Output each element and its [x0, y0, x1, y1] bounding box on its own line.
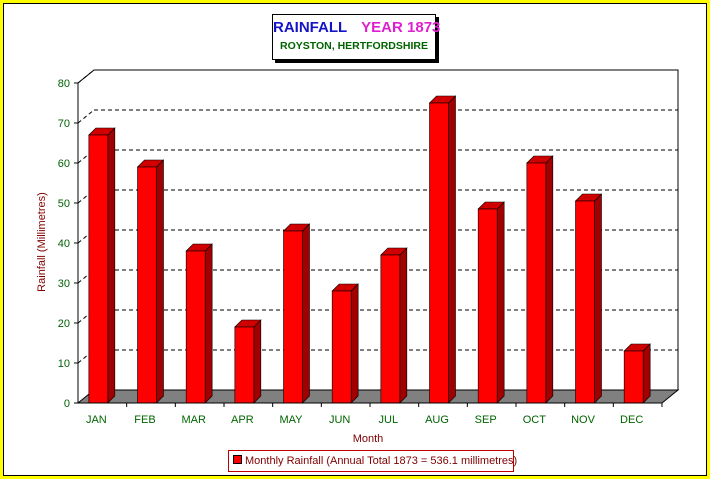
- x-axis-title: Month: [353, 433, 384, 445]
- bar-may: [282, 223, 311, 404]
- axes-layer: 0 10 20 30 40 50 60 70 80 JAN FEB MAR APR MAY JUN JUL AU…: [58, 78, 663, 426]
- bar-mar: [185, 243, 213, 404]
- bar-oct: [526, 155, 554, 404]
- x-tick-label: NOV: [571, 414, 596, 426]
- bar-side: [156, 159, 164, 404]
- y-tick-label: 60: [58, 158, 70, 170]
- x-tick-label: JUL: [379, 414, 399, 426]
- x-tick-label: APR: [231, 414, 254, 426]
- y-tick-label: 30: [58, 278, 70, 290]
- bar-jan: [88, 127, 116, 404]
- y-tick-label: 70: [58, 118, 70, 130]
- bar-front: [623, 350, 644, 404]
- bar-side: [399, 247, 408, 404]
- bar-front: [331, 290, 352, 404]
- bars-layer: [88, 95, 651, 404]
- y-tick-label: 80: [58, 78, 70, 90]
- x-tick-label: AUG: [425, 414, 449, 426]
- x-tick-label: OCT: [523, 414, 547, 426]
- y-tick-label: 10: [58, 358, 70, 370]
- bar-side: [253, 319, 262, 404]
- bar-side: [350, 283, 359, 404]
- bar-side: [107, 127, 116, 404]
- bar-side: [545, 155, 554, 404]
- bar-side: [642, 343, 651, 404]
- x-tick-label: FEB: [134, 414, 155, 426]
- legend-swatch: [233, 455, 242, 464]
- y-axis-title: Rainfall (Millimetres): [36, 192, 48, 292]
- bar-front: [283, 230, 303, 404]
- y-tick-label: 0: [64, 398, 70, 410]
- x-tick-label: SEP: [475, 414, 497, 426]
- bar-front: [137, 166, 157, 404]
- bar-front: [234, 326, 255, 404]
- gridline-depth: [77, 69, 95, 84]
- bar-side: [204, 243, 213, 404]
- bar-side: [448, 95, 456, 404]
- chart-title: RAINFALL: [273, 19, 348, 36]
- bar-side: [496, 201, 505, 404]
- bar-side: [302, 223, 310, 404]
- x-tick-label: MAY: [279, 414, 303, 426]
- bar-front: [526, 162, 547, 404]
- bar-jul: [380, 247, 408, 404]
- x-tick-label: JUN: [329, 414, 350, 426]
- bar-front: [575, 200, 595, 404]
- chart-title-box: RAINFALL YEAR 1873 ROYSTON, HERTFORDSHIRE: [272, 14, 440, 60]
- bar-side: [594, 193, 602, 404]
- legend: Monthly Rainfall (Annual Total 1873 = 53…: [228, 450, 518, 472]
- y-tick-label: 20: [58, 318, 70, 330]
- legend-label: Monthly Rainfall (Annual Total 1873 = 53…: [245, 455, 518, 467]
- bar-aug: [428, 95, 457, 404]
- y-tick-label: 40: [58, 238, 70, 250]
- bar-front: [477, 208, 498, 404]
- bar-front: [88, 134, 109, 404]
- bar-front: [429, 102, 449, 404]
- chart-title-line: RAINFALL YEAR 1873: [273, 19, 440, 36]
- bar-sep: [477, 201, 505, 404]
- bar-dec: [623, 343, 651, 404]
- bar-jun: [331, 283, 359, 404]
- gridline-depth: [77, 109, 95, 124]
- bar-front: [380, 254, 401, 404]
- y-tick-label: 50: [58, 198, 70, 210]
- bar-nov: [574, 193, 603, 404]
- x-tick-label: JAN: [86, 414, 107, 426]
- x-tick-label: MAR: [181, 414, 206, 426]
- bar-front: [185, 250, 206, 404]
- chart-title-year: YEAR 1873: [361, 19, 441, 36]
- bar-apr: [234, 319, 262, 404]
- x-tick-label: DEC: [620, 414, 643, 426]
- chart-subtitle: ROYSTON, HERTFORDSHIRE: [280, 40, 428, 52]
- bar-feb: [136, 159, 165, 404]
